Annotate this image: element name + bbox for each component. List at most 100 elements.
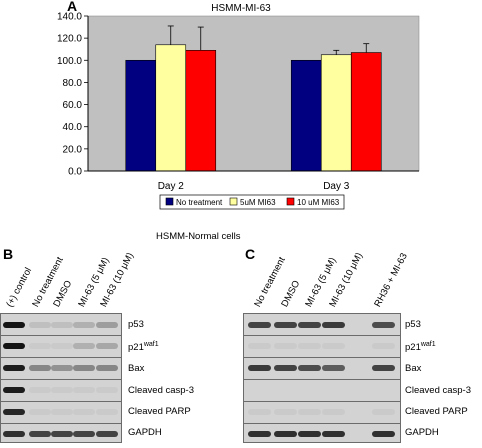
- panel-b-letter: B: [3, 246, 14, 262]
- blot-band: [322, 322, 345, 328]
- legend-swatch: [229, 197, 238, 206]
- blot-band: [73, 365, 95, 371]
- blot-band: [96, 387, 118, 393]
- y-tick-label: 60.0: [63, 100, 83, 111]
- blot-row-divider: [244, 335, 400, 336]
- blot-band: [51, 409, 73, 415]
- blot-band: [96, 322, 118, 328]
- blot-band: [51, 365, 73, 371]
- blot-band: [51, 322, 73, 328]
- blot-band: [274, 365, 297, 371]
- blot-band: [96, 409, 118, 415]
- legend-swatch: [165, 197, 174, 206]
- blot-band: [248, 322, 271, 328]
- blot-band: [372, 343, 395, 349]
- blot-row-divider: [1, 401, 121, 402]
- blot-band: [51, 387, 73, 393]
- blot-band: [3, 365, 25, 371]
- blot-row-divider: [1, 357, 121, 358]
- y-tick-label: 20.0: [63, 144, 83, 155]
- blot-band: [29, 365, 51, 371]
- blot-row-label: p53: [405, 319, 421, 330]
- blot-row-divider: [244, 423, 400, 424]
- y-tick-label: 100.0: [57, 56, 82, 67]
- blot-row-label: GAPDH: [128, 427, 162, 438]
- blot-row-label: Cleaved PARP: [405, 406, 468, 417]
- blot-band: [51, 431, 73, 437]
- blot-row-divider: [244, 379, 400, 380]
- bar: [125, 59, 157, 172]
- blot-band: [274, 431, 297, 437]
- blot-row-label: p21waf1: [128, 341, 159, 354]
- lane-label: RH36 + MI-63: [372, 251, 410, 309]
- blot-row-divider: [1, 423, 121, 424]
- blot-row-divider: [1, 335, 121, 336]
- blot-band: [298, 431, 321, 437]
- bar: [185, 50, 217, 172]
- blot-band: [274, 409, 297, 415]
- blot-band: [298, 409, 321, 415]
- blot-band: [29, 387, 51, 393]
- blot-band: [73, 387, 95, 393]
- x-axis-labels: Day 2 Day 3: [158, 181, 350, 192]
- blot-band: [73, 431, 95, 437]
- blot-band: [3, 431, 25, 437]
- y-tick-label: 80.0: [63, 78, 83, 89]
- blot-band: [73, 322, 95, 328]
- legend-box: [159, 194, 345, 210]
- y-axis: 0.0 20.0 40.0 60.0 80.0 100.0 120.0 140.0: [57, 12, 88, 178]
- blot-band: [29, 431, 51, 437]
- blot-row-label: Bax: [128, 363, 145, 374]
- blot-band: [3, 343, 25, 349]
- y-tick-label: 40.0: [63, 122, 83, 133]
- blot-row-label: GAPDH: [405, 427, 439, 438]
- blot-band: [274, 322, 297, 328]
- blot-band: [372, 365, 395, 371]
- blot-band: [322, 431, 345, 437]
- lane-label: DMSO: [279, 278, 303, 309]
- blot-band: [29, 322, 51, 328]
- chart-title: HSMM-MI-63: [211, 3, 271, 14]
- blot-band: [73, 343, 95, 349]
- bar: [320, 54, 352, 172]
- blot-band: [29, 343, 51, 349]
- panel-c-blot: [243, 313, 401, 443]
- bar: [350, 52, 382, 172]
- blot-band: [322, 343, 345, 349]
- legend-label: No treatment: [176, 198, 223, 207]
- legend: No treatment 5uM MI63 10 uM MI63: [165, 197, 340, 207]
- blot-band: [322, 409, 345, 415]
- legend-swatch: [286, 197, 295, 206]
- blot-band: [322, 365, 345, 371]
- blot-row-divider: [244, 401, 400, 402]
- blot-band: [274, 343, 297, 349]
- blot-band: [372, 322, 395, 328]
- blot-band: [29, 409, 51, 415]
- blot-row-label: p53: [128, 319, 144, 330]
- blot-band: [298, 343, 321, 349]
- blot-band: [96, 431, 118, 437]
- x-tick-label: Day 2: [158, 181, 185, 192]
- blot-band: [51, 343, 73, 349]
- panel-c-letter: C: [245, 246, 256, 262]
- blot-band: [372, 431, 395, 437]
- blot-band: [73, 409, 95, 415]
- blot-band: [248, 365, 271, 371]
- blot-row-label: p21waf1: [405, 341, 436, 354]
- y-tick-label: 140.0: [57, 12, 82, 23]
- panel-a-letter: A: [67, 0, 78, 14]
- blot-band: [3, 322, 25, 328]
- bar: [290, 59, 322, 172]
- lane-label: DMSO: [51, 278, 75, 309]
- blot-band: [96, 365, 118, 371]
- blot-row-label: Bax: [405, 363, 422, 374]
- blot-row-label: Cleaved casp-3: [128, 385, 195, 396]
- blot-band: [372, 409, 395, 415]
- blot-band: [248, 343, 271, 349]
- blot-band: [3, 387, 25, 393]
- blot-band: [298, 322, 321, 328]
- blot-band: [248, 409, 271, 415]
- blot-band: [3, 409, 25, 415]
- x-tick-label: Day 3: [323, 181, 350, 192]
- y-tick-label: 0.0: [68, 167, 82, 178]
